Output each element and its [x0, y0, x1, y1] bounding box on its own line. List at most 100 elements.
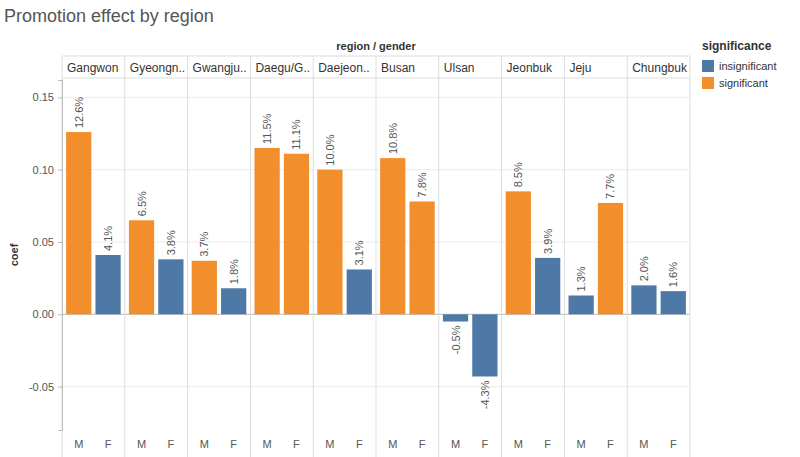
x-tick: F — [168, 438, 175, 450]
x-tick-label: M — [577, 438, 586, 450]
bar — [661, 291, 686, 314]
data-label: 11.5% — [261, 113, 273, 144]
bar — [380, 158, 405, 314]
y-tick-mark — [58, 387, 62, 388]
facet-label: region / gender — [336, 40, 416, 52]
y-tick-label: 0.00 — [33, 308, 54, 320]
region-label: Chungbuk — [632, 61, 688, 75]
bar — [129, 220, 154, 314]
x-tick-label: F — [168, 438, 175, 450]
panel-separator — [627, 56, 628, 457]
x-axis: MF — [577, 438, 615, 450]
panel-separator — [438, 56, 439, 457]
x-axis: MF — [200, 438, 238, 450]
x-tick-label: M — [451, 438, 460, 450]
x-tick: M — [577, 438, 586, 450]
panel-separator — [187, 56, 188, 457]
x-axis: MF — [325, 438, 363, 450]
region-label: Jeonbuk — [507, 61, 553, 75]
y-axis: -0.05 0.00 0.05 0.10 0.15 — [29, 81, 63, 431]
y-tick-label: 0.10 — [33, 164, 54, 176]
x-tick: F — [105, 438, 112, 450]
x-axis: MF — [451, 438, 489, 450]
y-axis-line — [58, 81, 63, 431]
region-label: Ulsan — [444, 61, 475, 75]
x-tick-label: M — [325, 438, 334, 450]
title: Promotion effect by region — [4, 6, 214, 26]
x-tick-label: F — [607, 438, 614, 450]
x-tick: M — [325, 438, 334, 450]
bar — [631, 285, 656, 314]
bar — [192, 261, 217, 315]
region-label: Gangwon — [67, 61, 118, 75]
x-tick-label: F — [356, 438, 363, 450]
data-label: 3.1% — [353, 240, 365, 265]
x-tick: M — [137, 438, 146, 450]
legend-swatch — [702, 77, 714, 89]
x-tick-label: F — [230, 438, 237, 450]
bar — [317, 170, 342, 315]
y-tick-mark — [58, 170, 62, 171]
legend-title: significance — [702, 39, 772, 53]
y-tick-mark — [58, 314, 62, 315]
x-tick-label: M — [514, 438, 523, 450]
x-tick: F — [607, 438, 614, 450]
panel-separator — [564, 56, 565, 457]
x-tick-label: F — [482, 438, 489, 450]
region-label: Gyeongn.. — [130, 61, 185, 75]
data-label: 3.7% — [198, 231, 210, 256]
bar — [443, 314, 468, 321]
x-tick-label: F — [293, 438, 300, 450]
bar — [598, 203, 623, 314]
x-tick-label: M — [388, 438, 397, 450]
region-label: Gwangju.. — [193, 61, 247, 75]
x-tick: M — [388, 438, 397, 450]
data-label: -4.3% — [479, 380, 491, 409]
region-label: Daegu/G.. — [255, 61, 310, 75]
legend-label: insignificant — [719, 60, 776, 72]
y-tick-label: -0.05 — [29, 381, 54, 393]
x-tick-label: M — [200, 438, 209, 450]
x-axis: MF — [639, 438, 677, 450]
x-tick: M — [514, 438, 523, 450]
x-tick: F — [544, 438, 551, 450]
panel-separator — [250, 56, 251, 457]
x-tick-label: M — [74, 438, 83, 450]
region-label: Busan — [381, 61, 415, 75]
x-tick-label: M — [263, 438, 272, 450]
panel-separator — [376, 56, 377, 457]
x-tick: M — [451, 438, 460, 450]
panel-separator — [690, 56, 691, 457]
bar — [284, 154, 309, 315]
x-tick: M — [200, 438, 209, 450]
y-tick: 0.10 — [33, 164, 62, 176]
y-tick-label: 0.15 — [33, 91, 54, 103]
x-tick: F — [482, 438, 489, 450]
x-tick: F — [670, 438, 677, 450]
bar — [569, 295, 594, 314]
x-tick: F — [419, 438, 426, 450]
legend: significanceinsignificantsignificant — [702, 39, 776, 89]
y-tick: -0.05 — [29, 381, 62, 393]
bar — [221, 288, 246, 314]
legend-swatch — [702, 60, 714, 72]
x-axis: MF — [74, 438, 112, 450]
region-label: Jeju — [569, 61, 591, 75]
data-label: 7.7% — [604, 174, 616, 199]
x-tick-label: F — [670, 438, 677, 450]
data-label: 1.3% — [575, 266, 587, 291]
x-axis: MF — [514, 438, 552, 450]
y-tick: 0.00 — [33, 308, 62, 320]
bars — [66, 132, 686, 376]
x-tick: F — [356, 438, 363, 450]
data-label: 10.8% — [387, 123, 399, 154]
x-axis: MF — [388, 438, 426, 450]
bar — [535, 258, 560, 314]
data-label: -0.5% — [450, 325, 462, 354]
x-tick-label: M — [137, 438, 146, 450]
bar — [506, 191, 531, 314]
x-tick: M — [74, 438, 83, 450]
data-label: 3.8% — [165, 230, 177, 255]
y-tick: 0.05 — [33, 236, 62, 248]
data-label: 2.0% — [638, 256, 650, 281]
